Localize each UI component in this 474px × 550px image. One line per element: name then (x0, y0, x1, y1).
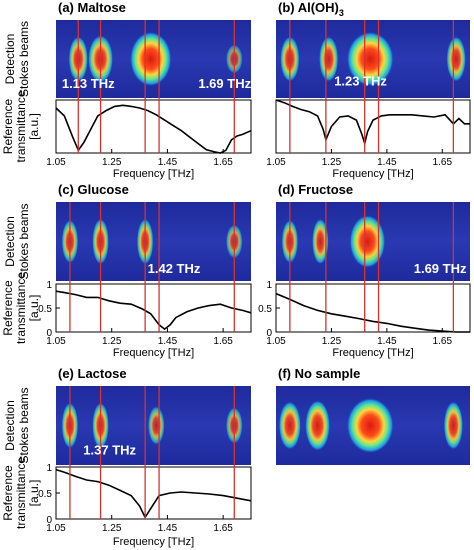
x-tick-label: 1.45 (377, 157, 397, 168)
frequency-annotation: 1.23 THz (334, 74, 387, 89)
y-tick-label: 0.5 (38, 489, 52, 500)
x-tick-label: 1.25 (102, 157, 122, 168)
panel-title: (a) Maltose (58, 0, 126, 15)
beam-spot (278, 401, 301, 450)
x-tick-label: 1.45 (377, 336, 397, 347)
y-label-units: [a.u.] (27, 113, 41, 140)
strip-label-stokes: Stokes beams (17, 387, 31, 463)
beam-spot (129, 31, 172, 87)
plot-frame (55, 283, 252, 333)
beam-spot (349, 214, 386, 269)
x-axis-label: Frequency [THz] (332, 347, 413, 359)
x-tick-label: 1.05 (46, 523, 66, 534)
x-tick-label: 1.45 (158, 336, 178, 347)
panel-a: (a) Maltose Detection Stokes beams 1.05 1.25… (1, 0, 252, 180)
x-tick-label: 1.65 (213, 336, 233, 347)
strip-label-detection: Detection (3, 34, 17, 85)
x-axis-label: Frequency [THz] (332, 168, 413, 180)
y-label-reference: Reference (1, 465, 15, 521)
x-tick-label: 1.05 (266, 157, 286, 168)
panel-e: (e) Lactose Detection Stokes beams 1 0.5 01.0… (1, 366, 252, 548)
x-tick-label: 1.05 (46, 336, 66, 347)
panel-b: (b) Al(OH)3 1.05 1.25 1.45 1.65 Frequency [TH… (266, 0, 471, 180)
x-tick-label: 1.65 (433, 336, 453, 347)
panel-title: (d) Fructose (278, 182, 353, 197)
x-tick-label: 1.05 (46, 157, 66, 168)
beam-spot (305, 400, 331, 451)
y-tick-label: 0.5 (258, 304, 272, 315)
y-label-units: [a.u.] (27, 480, 41, 507)
transmittance-curve (55, 104, 252, 154)
strip-label-detection: Detection (3, 400, 17, 451)
beam-spot (346, 31, 394, 87)
frequency-annotation: 1.37 THz (83, 443, 136, 458)
y-label-units: [a.u.] (27, 295, 41, 322)
x-tick-label: 1.65 (213, 157, 233, 168)
x-tick-label: 1.65 (213, 523, 233, 534)
beam-spot (346, 397, 394, 454)
plot-frame (55, 99, 252, 154)
panel-d: (d) Fructose 1 0.5 01.05 1.25 1.45 1.65 Frequen… (258, 182, 471, 359)
y-label-reference: Reference (1, 280, 15, 336)
x-axis-label: Frequency [THz] (113, 168, 194, 180)
y-tick-label: 0 (266, 328, 272, 339)
frequency-annotation: 1.69 THz (414, 261, 467, 276)
panel-f: (f) No sample (276, 366, 470, 465)
beam-spot (318, 36, 339, 82)
beam-spot (446, 36, 466, 82)
y-tick-label: 0 (46, 515, 52, 526)
frequency-annotation: 1.13 THz (62, 76, 115, 91)
x-tick-label: 1.45 (158, 157, 178, 168)
x-tick-label: 1.25 (102, 523, 122, 534)
panel-title: (b) Al(OH)3 (278, 0, 344, 18)
plot-frame (275, 283, 471, 333)
x-tick-label: 1.25 (322, 157, 342, 168)
beam-spot (443, 401, 464, 450)
plot-frame (55, 466, 252, 520)
y-label-transmittance: transmittance (14, 457, 28, 529)
beam-spot (312, 218, 329, 265)
stokes-beam-image (56, 202, 251, 281)
x-axis-label: Frequency [THz] (113, 536, 194, 548)
y-tick-label: 1 (46, 463, 52, 474)
panel-title: (e) Lactose (58, 366, 127, 381)
y-label-transmittance: transmittance (14, 90, 28, 162)
plot-frame (275, 99, 471, 154)
strip-label-detection: Detection (3, 216, 17, 267)
panel-c: (c) Glucose Detection Stokes beams 1 0.5 01.0… (1, 182, 252, 359)
panel-title: (f) No sample (278, 366, 360, 381)
x-tick-label: 1.25 (102, 336, 122, 347)
beam-spot (147, 406, 165, 445)
frequency-annotation: 1.42 THz (148, 261, 201, 276)
x-tick-label: 1.25 (322, 336, 342, 347)
x-tick-label: 1.05 (266, 336, 286, 347)
panel-title: (c) Glucose (58, 182, 129, 197)
x-axis-label: Frequency [THz] (113, 347, 194, 359)
x-tick-label: 1.45 (158, 523, 178, 534)
y-tick-label: 0 (46, 328, 52, 339)
y-tick-label: 1 (266, 280, 272, 291)
x-tick-label: 1.65 (433, 157, 453, 168)
y-label-transmittance: transmittance (14, 272, 28, 344)
transmittance-curve (275, 292, 470, 333)
y-label-reference: Reference (1, 98, 15, 154)
y-tick-label: 1 (46, 280, 52, 291)
y-tick-label: 0.5 (38, 304, 52, 315)
frequency-annotation: 1.69 THz (198, 76, 251, 91)
strip-label-stokes: Stokes beams (17, 203, 31, 279)
strip-label-stokes: Stokes beams (17, 21, 31, 97)
